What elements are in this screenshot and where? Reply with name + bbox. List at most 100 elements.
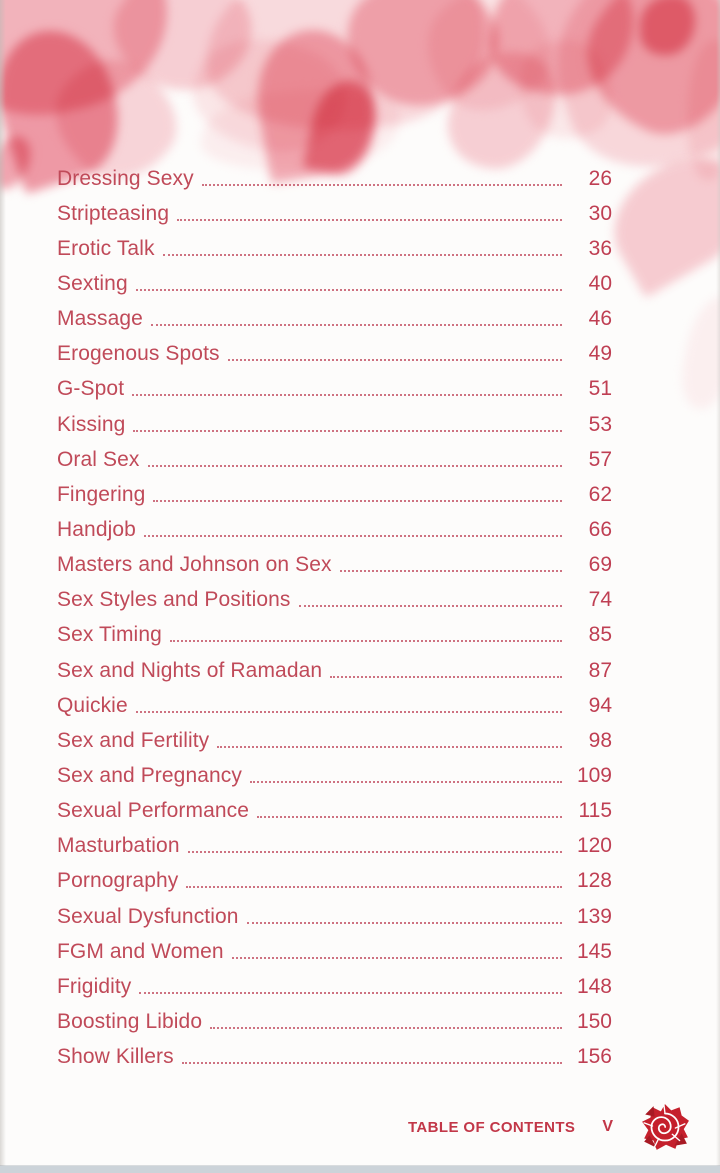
- toc-entry-page: 36: [588, 236, 612, 260]
- dotted-leader: [132, 394, 562, 397]
- toc-entry-title: Stripteasing: [57, 201, 170, 225]
- toc-entry-title: Sex Styles and Positions: [57, 588, 291, 612]
- toc-entry-title: Sex and Nights of Ramadan: [57, 658, 323, 682]
- dotted-leader: [139, 991, 562, 994]
- dotted-leader: [246, 921, 562, 924]
- toc-entry-title: Boosting Libido: [57, 1009, 203, 1033]
- toc-row: Quickie 94: [57, 688, 612, 723]
- toc-row: Sex and Fertility 98: [57, 723, 612, 758]
- toc-row: Masturbation 120: [57, 829, 612, 864]
- toc-entry-title: FGM and Women: [57, 939, 224, 963]
- toc-entry-page: 120: [576, 834, 612, 858]
- dotted-leader: [231, 956, 562, 959]
- dotted-leader: [227, 359, 562, 362]
- toc-row: Boosting Libido 150: [57, 1004, 612, 1039]
- toc-row: Massage 46: [57, 302, 612, 337]
- toc-entry-page: 51: [588, 377, 612, 401]
- toc-entry-page: 150: [576, 1009, 612, 1033]
- petal-shape: [326, 0, 519, 136]
- dotted-leader: [201, 183, 562, 186]
- toc-entry-page: 109: [576, 763, 612, 787]
- toc-entry-page: 30: [588, 201, 612, 225]
- petal-shape: [562, 0, 720, 157]
- toc-entry-page: 145: [576, 939, 612, 963]
- toc-row: Masters and Johnson on Sex 69: [57, 548, 612, 583]
- dotted-leader: [135, 710, 562, 713]
- toc-row: Sex and Nights of Ramadan 87: [57, 653, 612, 688]
- toc-entry-page: 69: [588, 553, 612, 577]
- toc-row: Sexual Performance 115: [57, 794, 612, 829]
- toc-entry-title: Kissing: [57, 412, 126, 436]
- toc-entry-page: 46: [588, 307, 612, 331]
- toc-row: Pornography 128: [57, 864, 612, 899]
- scan-edge-right: [716, 0, 720, 1173]
- petal-shape: [246, 21, 385, 184]
- toc-entry-page: 98: [588, 728, 612, 752]
- toc-row: FGM and Women 145: [57, 934, 612, 969]
- toc-entry-title: Sex and Fertility: [57, 728, 210, 752]
- toc-entry-page: 53: [588, 412, 612, 436]
- toc-entry-title: G-Spot: [57, 377, 125, 401]
- dotted-leader: [210, 1026, 562, 1029]
- petal-shape: [593, 137, 720, 298]
- dotted-leader: [339, 570, 562, 573]
- toc-entry-title: Oral Sex: [57, 447, 140, 471]
- toc-entry-page: 94: [588, 693, 612, 717]
- dotted-leader: [135, 288, 562, 291]
- dotted-leader: [177, 218, 562, 221]
- toc-entry-title: Handjob: [57, 517, 136, 541]
- toc-entry-page: 57: [588, 447, 612, 471]
- dotted-leader: [187, 851, 562, 854]
- toc-list: Dressing Sexy 26 Stripteasing 30 Erotic …: [57, 161, 612, 1075]
- toc-entry-page: 74: [588, 588, 612, 612]
- toc-row: Sex Timing 85: [57, 618, 612, 653]
- toc-entry-title: Show Killers: [57, 1045, 174, 1069]
- petal-shape: [676, 291, 720, 414]
- toc-row: Kissing 53: [57, 407, 612, 442]
- toc-entry-page: 128: [576, 869, 612, 893]
- petal-shape: [95, 0, 271, 117]
- toc-entry-title: Dressing Sexy: [57, 166, 194, 190]
- toc-entry-title: Frigidity: [57, 974, 132, 998]
- toc-entry-page: 62: [588, 482, 612, 506]
- dotted-leader: [257, 816, 562, 819]
- toc-row: Dressing Sexy 26: [57, 161, 612, 196]
- toc-entry-title: Masturbation: [57, 834, 180, 858]
- petal-shape: [180, 17, 360, 173]
- petal-shape: [403, 0, 573, 135]
- dotted-leader: [250, 780, 562, 783]
- toc-entry-page: 87: [588, 658, 612, 682]
- footer-section-label: TABLE OF CONTENTS: [407, 1118, 576, 1136]
- toc-entry-title: Quickie: [57, 693, 128, 717]
- toc-entry-page: 139: [576, 904, 612, 928]
- toc-entry-page: 66: [588, 517, 612, 541]
- dotted-leader: [143, 534, 562, 537]
- toc-entry-title: Erogenous Spots: [57, 342, 220, 366]
- dotted-leader: [298, 605, 562, 608]
- toc-row: Stripteasing 30: [57, 196, 612, 231]
- toc-entry-title: Massage: [57, 307, 143, 331]
- page-footer: TABLE OF CONTENTS V: [408, 1101, 690, 1153]
- toc-row: Erogenous Spots 49: [57, 337, 612, 372]
- dotted-leader: [169, 640, 562, 643]
- toc-row: Erotic Talk 36: [57, 231, 612, 266]
- toc-entry-title: Sexual Dysfunction: [57, 904, 239, 928]
- toc-entry-page: 115: [578, 799, 612, 823]
- toc-row: Handjob 66: [57, 512, 612, 547]
- petal-shape: [196, 0, 494, 145]
- toc-entry-title: Pornography: [57, 869, 179, 893]
- toc-row: Frigidity 148: [57, 969, 612, 1004]
- petal-shape: [438, 39, 566, 181]
- dotted-leader: [153, 499, 562, 502]
- dotted-leader: [217, 745, 562, 748]
- toc-row: Oral Sex 57: [57, 442, 612, 477]
- toc-entry-title: Sex and Pregnancy: [57, 763, 242, 787]
- rose-icon: [640, 1102, 690, 1152]
- toc-entry-page: 156: [576, 1045, 612, 1069]
- dotted-leader: [186, 886, 562, 889]
- dotted-leader: [147, 464, 562, 467]
- scan-edge-left: [0, 0, 6, 1173]
- toc-entry-title: Sexting: [57, 271, 128, 295]
- petal-shape: [0, 0, 185, 131]
